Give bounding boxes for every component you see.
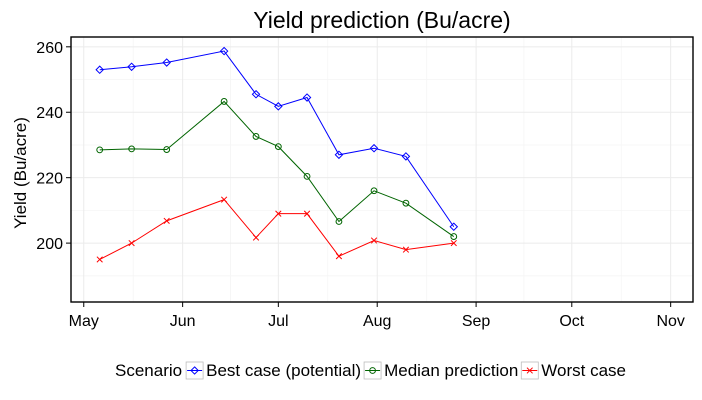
cross-stroke (402, 246, 410, 253)
circle-marker (163, 146, 171, 153)
data-point-worst-case (128, 239, 135, 247)
x-tick-label: Oct (559, 313, 584, 330)
diamond-marker (95, 65, 105, 75)
series-line-best-case-potential (99, 50, 455, 228)
circle-marker (402, 199, 410, 207)
data-point-median-prediction (252, 133, 260, 140)
legend-key-marker (369, 367, 376, 374)
data-point-best-case-potential (274, 102, 283, 111)
data-point-best-case-potential (302, 93, 312, 102)
data-point-worst-case (450, 239, 457, 247)
cross-stroke (303, 210, 311, 217)
diamond-marker (401, 152, 411, 161)
diamond-marker (219, 46, 229, 56)
data-point-median-prediction (370, 187, 378, 195)
data-point-best-case-potential (127, 62, 136, 72)
y-tick-label: 220 (36, 171, 63, 188)
x-tick-label: Nov (656, 313, 684, 330)
data-point-worst-case (163, 217, 170, 225)
legend-item-worst-case: Worst case (520, 361, 626, 380)
data-point-median-prediction (303, 172, 311, 180)
diamond-marker (302, 93, 312, 102)
circle-marker (369, 367, 376, 374)
data-point-worst-case (370, 237, 378, 244)
y-tick-label: 260 (36, 40, 63, 57)
circle-marker (335, 218, 343, 225)
circle-marker (450, 233, 458, 240)
x-tick-label: Jun (170, 313, 196, 330)
diamond-marker (369, 143, 379, 153)
x-tick-label: Aug (363, 313, 391, 330)
data-point-worst-case (275, 210, 282, 217)
circle-marker (303, 172, 311, 180)
data-point-median-prediction (274, 143, 282, 150)
diamond-marker (449, 222, 459, 232)
series-line-worst-case (99, 199, 454, 260)
cross-stroke (335, 253, 343, 260)
chart-title: Yield prediction (Bu/acre) (253, 7, 510, 33)
diamond-marker (190, 366, 199, 375)
diamond-marker (251, 89, 261, 99)
cross-stroke (163, 217, 170, 225)
legend-label: Median prediction (384, 361, 518, 380)
y-tick-label: 200 (36, 236, 63, 253)
cross-stroke (450, 239, 457, 247)
data-point-median-prediction (450, 233, 458, 240)
diamond-marker (162, 58, 171, 67)
data-point-median-prediction (402, 199, 410, 207)
data-point-best-case-potential (401, 152, 411, 161)
data-point-best-case-potential (449, 222, 459, 232)
data-point-best-case-potential (369, 143, 379, 153)
plot-area: 200 220 240 260 May Jun Jul Aug Sep Oct Nov (36, 36, 694, 330)
data-point-worst-case (220, 196, 228, 203)
circle-marker (220, 98, 228, 105)
circle-marker (252, 133, 260, 140)
circle-marker (128, 145, 136, 153)
cross-stroke (96, 256, 103, 263)
data-point-best-case-potential (334, 150, 344, 160)
y-tick-label: 240 (36, 105, 63, 122)
data-point-best-case-potential (251, 89, 261, 99)
circle-marker (274, 143, 282, 150)
data-point-median-prediction (220, 98, 228, 105)
cross-stroke (526, 367, 533, 374)
series-line-median-prediction (99, 100, 455, 237)
cross-stroke (220, 196, 228, 203)
data-point-worst-case (402, 246, 410, 253)
legend-title: Scenario (115, 361, 182, 380)
circle-marker (96, 146, 104, 154)
legend: Scenario Best case (potential) Median pre… (115, 361, 626, 380)
legend-item-best-case-potential: Best case (potential) (185, 361, 361, 380)
data-point-median-prediction (163, 146, 171, 153)
legend-item-median-prediction: Median prediction (363, 361, 518, 380)
data-point-best-case-potential (162, 58, 171, 67)
cross-stroke (370, 237, 378, 244)
plot-border (70, 36, 694, 303)
x-tick-label: Sep (462, 313, 491, 330)
data-point-median-prediction (128, 145, 136, 153)
legend-label: Worst case (541, 361, 626, 380)
cross-stroke (128, 239, 135, 247)
diamond-marker (127, 62, 136, 72)
data-point-best-case-potential (219, 46, 229, 56)
data-point-best-case-potential (95, 65, 105, 75)
data-point-median-prediction (96, 146, 104, 154)
data-point-median-prediction (335, 218, 343, 225)
cross-stroke (275, 210, 282, 217)
data-point-worst-case (335, 253, 343, 260)
y-axis-label: Yield (Bu/acre) (11, 117, 30, 229)
legend-label: Best case (potential) (206, 361, 361, 380)
diamond-marker (334, 150, 344, 160)
x-tick-label: May (69, 313, 99, 330)
circle-marker (370, 187, 378, 195)
diamond-marker (274, 102, 283, 111)
x-tick-label: Jul (268, 313, 288, 330)
cross-stroke (252, 234, 260, 241)
data-point-worst-case (252, 234, 260, 241)
data-point-worst-case (96, 256, 103, 263)
legend-key-marker (190, 366, 199, 375)
legend-key-marker (526, 367, 533, 374)
data-point-worst-case (303, 210, 311, 217)
